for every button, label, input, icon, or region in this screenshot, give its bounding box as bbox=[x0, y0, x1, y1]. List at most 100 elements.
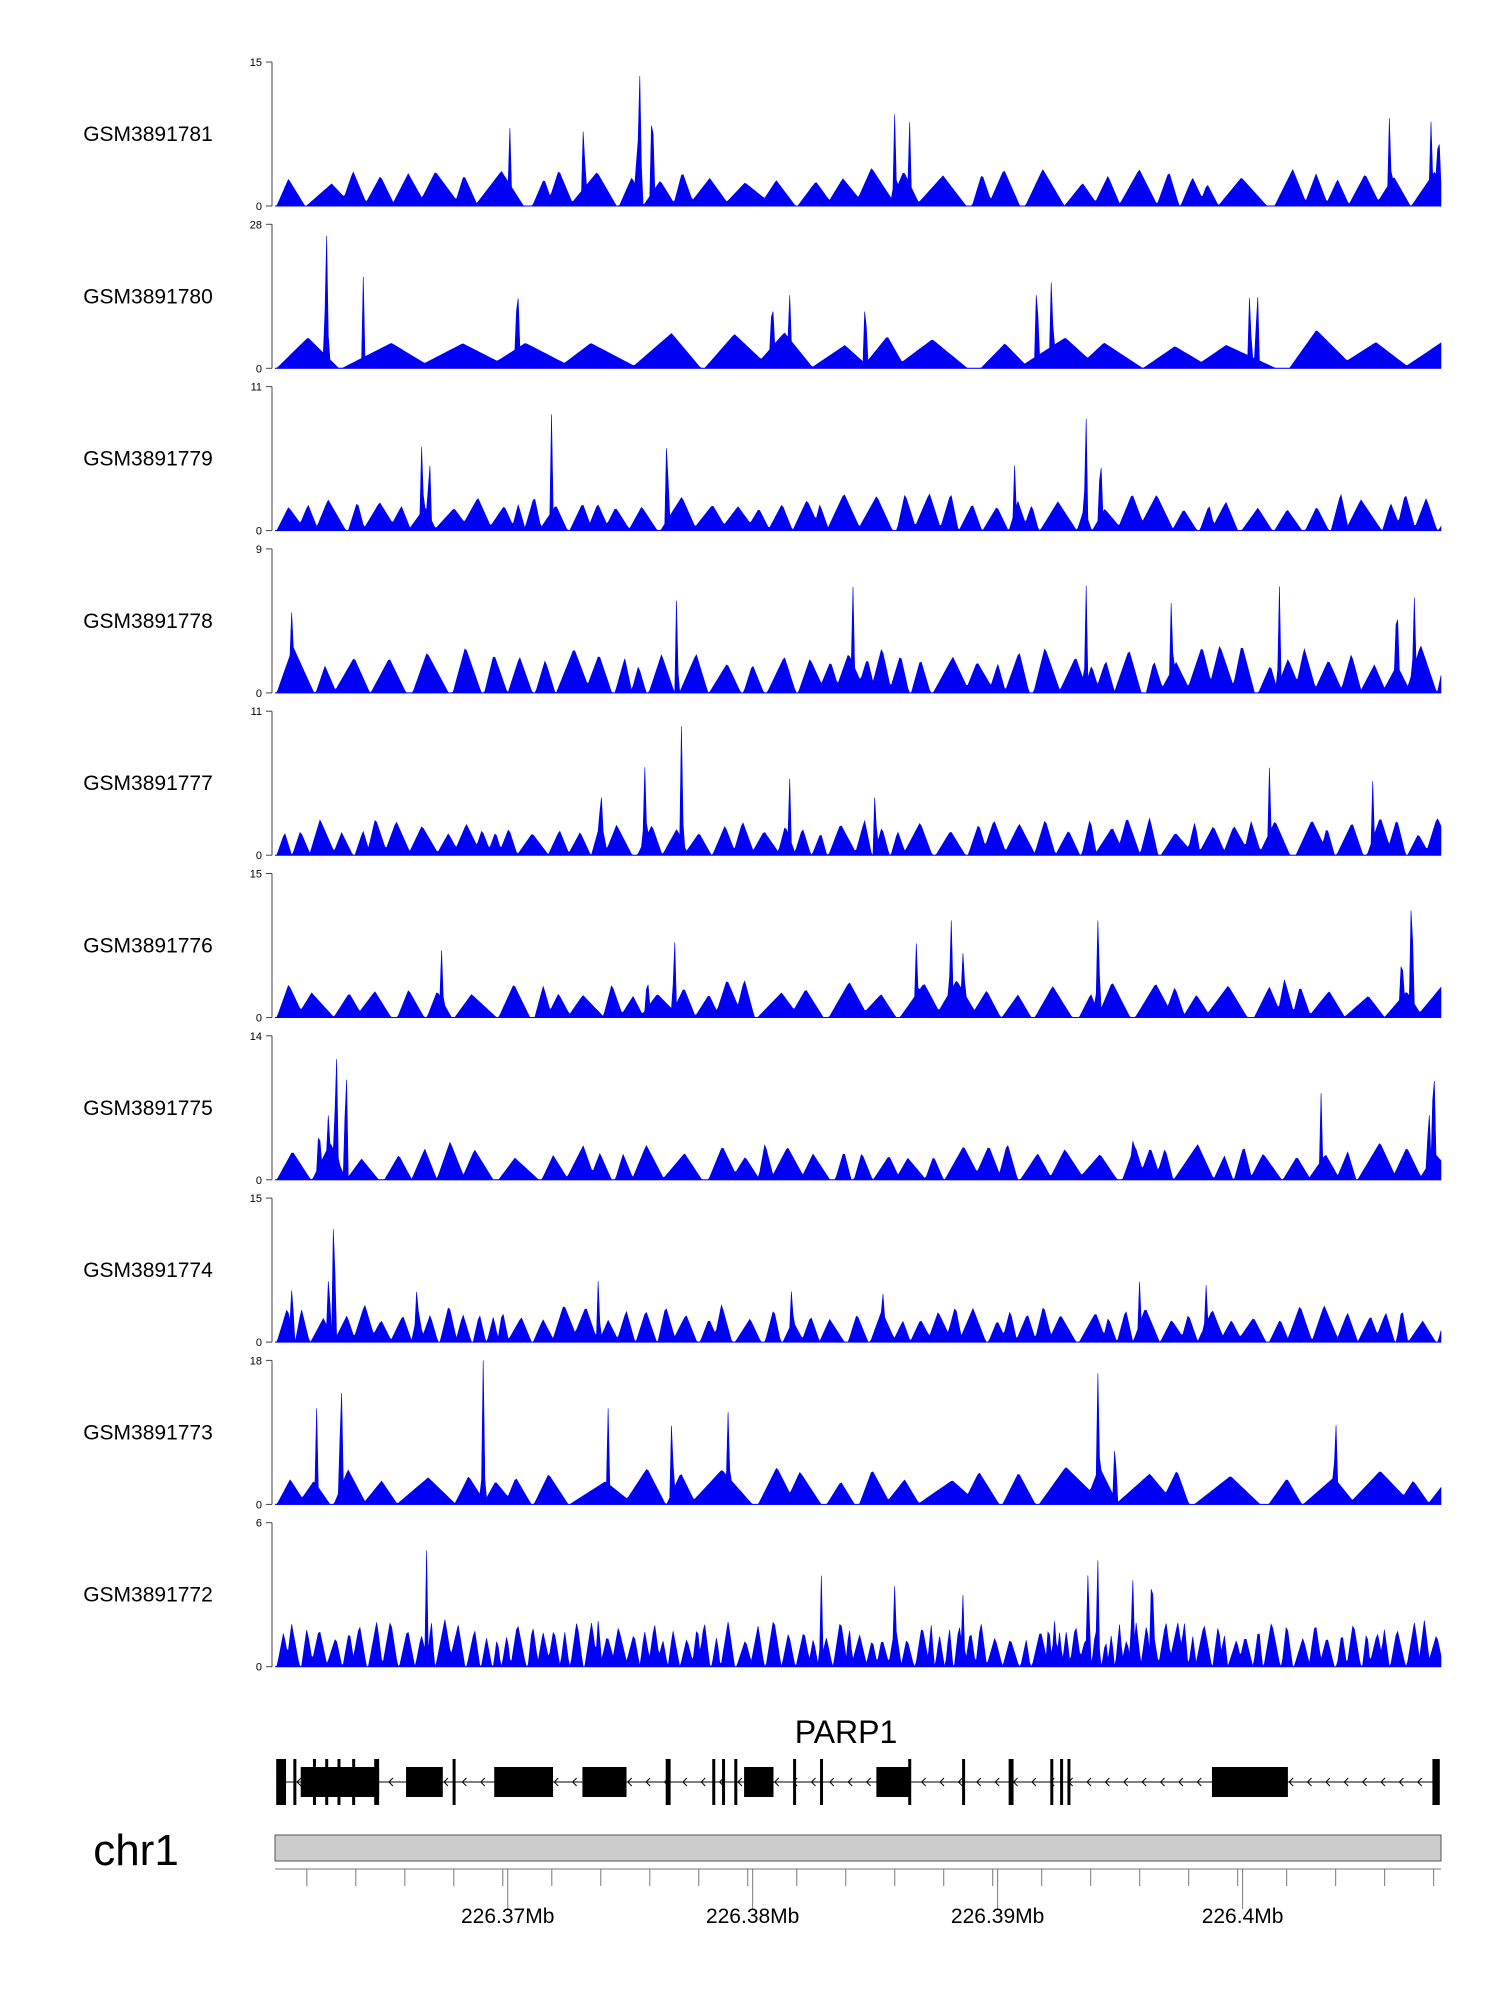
exon-15 bbox=[722, 1759, 726, 1805]
track-label: GSM3891775 bbox=[83, 1097, 213, 1120]
exon-20 bbox=[876, 1767, 911, 1797]
y-axis-max-label: 14 bbox=[250, 1031, 262, 1043]
track-label: GSM3891777 bbox=[83, 772, 213, 795]
x-tick-label: 226.39Mb bbox=[951, 1905, 1044, 1928]
coverage-track-GSM3891774: 15 0 GSM3891774 bbox=[83, 1193, 1442, 1349]
coverage-tracks: 15 0 GSM3891781 28 0 GSM3891780 11 0 GSM3891779 9… bbox=[83, 57, 1442, 1674]
exon-26 bbox=[1067, 1759, 1071, 1805]
strand-arrow bbox=[1196, 1777, 1202, 1787]
gene-track: PARP1 bbox=[276, 1714, 1440, 1805]
strand-arrow bbox=[774, 1777, 780, 1787]
strand-arrow bbox=[847, 1777, 853, 1787]
coverage-area bbox=[275, 585, 1442, 694]
y-axis-max-label: 15 bbox=[250, 1193, 262, 1205]
y-axis-max-label: 15 bbox=[250, 57, 262, 69]
strand-arrow bbox=[1159, 1777, 1165, 1787]
coverage-area bbox=[275, 1059, 1442, 1181]
y-axis-min-label: 0 bbox=[256, 850, 262, 862]
x-tick-label: 226.38Mb bbox=[706, 1905, 799, 1928]
coverage-area bbox=[275, 726, 1442, 856]
exon-17 bbox=[744, 1767, 774, 1797]
coverage-track-GSM3891773: 18 0 GSM3891773 bbox=[83, 1355, 1442, 1511]
y-axis-min-label: 0 bbox=[256, 201, 262, 213]
strand-arrow bbox=[645, 1777, 651, 1787]
exon-14 bbox=[712, 1759, 716, 1805]
track-label: GSM3891774 bbox=[83, 1259, 213, 1282]
strand-arrow bbox=[461, 1777, 467, 1787]
exon-11 bbox=[494, 1767, 554, 1797]
strand-arrow bbox=[1123, 1777, 1129, 1787]
track-label: GSM3891778 bbox=[83, 610, 213, 633]
chromosome-label: chr1 bbox=[93, 1826, 179, 1875]
coverage-track-GSM3891778: 9 0 GSM3891778 bbox=[83, 544, 1442, 700]
exon-19 bbox=[820, 1759, 824, 1805]
strand-arrow bbox=[443, 1777, 449, 1787]
exon-23 bbox=[1008, 1759, 1014, 1805]
y-axis-min-label: 0 bbox=[256, 363, 262, 375]
exon-21 bbox=[908, 1759, 912, 1805]
exon-9 bbox=[406, 1767, 443, 1797]
exon-18 bbox=[793, 1759, 797, 1805]
strand-arrow bbox=[1104, 1777, 1110, 1787]
y-axis-max-label: 11 bbox=[251, 382, 262, 394]
y-axis-max-label: 9 bbox=[256, 544, 262, 556]
strand-arrow bbox=[1178, 1777, 1184, 1787]
strand-arrow bbox=[865, 1777, 871, 1787]
exon-1 bbox=[276, 1759, 287, 1805]
y-axis-max-label: 6 bbox=[256, 1518, 262, 1530]
strand-arrow bbox=[737, 1777, 743, 1787]
gene-name-label: PARP1 bbox=[795, 1714, 898, 1750]
strand-arrow bbox=[480, 1777, 486, 1787]
coverage-area bbox=[275, 1550, 1442, 1668]
strand-arrow bbox=[1031, 1777, 1037, 1787]
strand-arrow bbox=[1380, 1777, 1386, 1787]
y-axis-min-label: 0 bbox=[256, 688, 262, 700]
strand-arrow bbox=[1086, 1777, 1092, 1787]
strand-arrow bbox=[571, 1777, 577, 1787]
strand-arrow bbox=[976, 1777, 982, 1787]
exon-6 bbox=[337, 1759, 341, 1805]
y-axis-min-label: 0 bbox=[256, 1337, 262, 1349]
gene-model bbox=[276, 1759, 1440, 1805]
exon-27 bbox=[1211, 1767, 1288, 1797]
coverage-track-GSM3891780: 28 0 GSM3891780 bbox=[83, 219, 1442, 375]
genomic-axis: 226.37Mb 226.38Mb 226.39Mb 226.4Mb bbox=[275, 1868, 1441, 1928]
y-axis-max-label: 28 bbox=[250, 219, 262, 231]
exon-22 bbox=[962, 1759, 966, 1805]
strand-arrow bbox=[1141, 1777, 1147, 1787]
coverage-area bbox=[275, 1360, 1442, 1505]
track-label: GSM3891779 bbox=[83, 448, 213, 471]
coverage-area bbox=[275, 1229, 1442, 1343]
exon-5 bbox=[325, 1759, 329, 1805]
exon-8 bbox=[374, 1759, 380, 1805]
y-axis-max-label: 15 bbox=[250, 869, 262, 881]
strand-arrow bbox=[1012, 1777, 1018, 1787]
exon-12 bbox=[582, 1767, 627, 1797]
strand-arrow bbox=[1306, 1777, 1312, 1787]
strand-arrow bbox=[1417, 1777, 1423, 1787]
strand-arrow bbox=[1343, 1777, 1349, 1787]
y-axis-min-label: 0 bbox=[256, 1662, 262, 1674]
y-axis-min-label: 0 bbox=[256, 1499, 262, 1511]
y-axis-min-label: 0 bbox=[256, 526, 262, 538]
exon-28 bbox=[1432, 1759, 1440, 1805]
exon-16 bbox=[734, 1759, 738, 1805]
strand-arrow bbox=[920, 1777, 927, 1787]
exon-13 bbox=[665, 1759, 671, 1805]
strand-arrow bbox=[682, 1777, 688, 1787]
coverage-area bbox=[275, 235, 1442, 369]
strand-arrow bbox=[1325, 1777, 1331, 1787]
x-tick-label: 226.4Mb bbox=[1202, 1905, 1284, 1928]
track-label: GSM3891772 bbox=[83, 1584, 213, 1607]
strand-arrow bbox=[1361, 1777, 1367, 1787]
strand-arrow bbox=[1288, 1777, 1294, 1787]
chromosome-bar bbox=[274, 1834, 1442, 1862]
exon-25 bbox=[1060, 1759, 1064, 1805]
strand-arrow bbox=[700, 1777, 706, 1787]
track-label: GSM3891780 bbox=[83, 285, 213, 308]
coverage-track-GSM3891779: 11 0 GSM3891779 bbox=[83, 382, 1442, 538]
coverage-track-GSM3891781: 15 0 GSM3891781 bbox=[83, 57, 1442, 213]
coverage-track-GSM3891777: 11 0 GSM3891777 bbox=[83, 706, 1442, 862]
coverage-area bbox=[275, 910, 1442, 1018]
